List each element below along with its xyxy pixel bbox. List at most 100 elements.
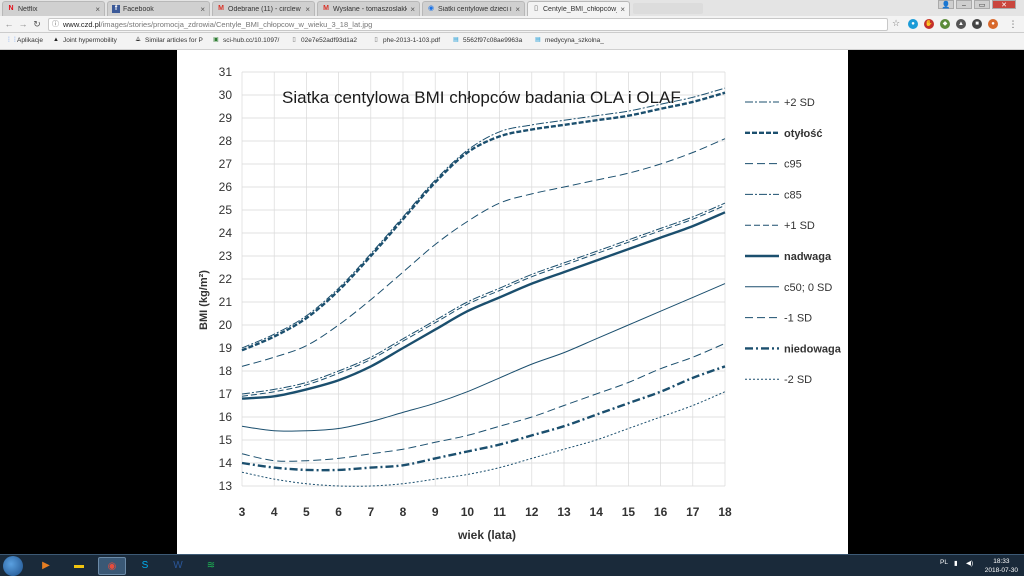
bookmark-item[interactable]: ⟁ Similar articles for P — [134, 36, 202, 44]
legend-label: c95 — [784, 159, 802, 171]
series-line — [241, 283, 726, 432]
y-tick-label: 17 — [219, 387, 233, 401]
bookmark-item[interactable]: ▯ phe-2013-1-103.pdf — [372, 36, 440, 44]
browser-tab[interactable]: N Netflix × — [2, 1, 105, 16]
y-tick-label: 18 — [219, 364, 233, 378]
bookmark-label: medycyna_szkolna_ — [545, 36, 604, 44]
bookmark-icon: ▲ — [53, 37, 59, 43]
bookmark-label: sci-hub.cc/10.1097/ — [223, 36, 280, 44]
legend-label: otyłość — [784, 128, 823, 140]
address-bar[interactable]: ⓘ www.czd.pl/images/stories/promocja_zdr… — [48, 18, 888, 31]
browser-tab[interactable]: ◉ Siatki centylowe dzieci i × — [422, 1, 525, 16]
series-line — [241, 365, 726, 472]
y-tick-label: 28 — [219, 134, 233, 148]
x-axis-ticks: 3 4 5 6 7 8 9 10 11 12 13 14 15 16 17 18 — [239, 505, 732, 519]
x-tick-label: 3 — [239, 505, 246, 519]
chrome-icon[interactable]: ◉ — [98, 557, 126, 575]
x-tick-label: 18 — [718, 505, 732, 519]
legend-label: nadwaga — [784, 251, 832, 263]
network-icon[interactable]: ▮ — [954, 560, 958, 567]
info-icon[interactable]: ⓘ — [52, 21, 59, 28]
bookmark-item[interactable]: ▤ 5562f97c08ae9963a — [452, 36, 522, 44]
y-tick-label: 23 — [219, 249, 233, 263]
y-tick-label: 25 — [219, 203, 233, 217]
spotify-icon[interactable]: ≋ — [206, 560, 216, 571]
doc-icon: ▤ — [453, 37, 459, 43]
tab-bar: N Netflix × f Facebook × M Odebrane (11) - circ… — [0, 0, 1024, 16]
extension-icon[interactable]: ● — [908, 19, 918, 29]
extension-icon[interactable]: ◆ — [940, 19, 950, 29]
bookmark-label: Joint hypermobility — [63, 36, 117, 44]
x-tick-label: 4 — [271, 505, 278, 519]
close-window-button[interactable]: ✕ — [992, 0, 1016, 9]
x-tick-label: 7 — [367, 505, 374, 519]
legend-label: niedowaga — [784, 343, 842, 355]
x-tick-label: 10 — [461, 505, 475, 519]
bookmarks-bar: ⋮⋮ Aplikacje ▲ Joint hypermobility ⟁ Similar … — [0, 33, 1024, 50]
system-clock[interactable]: 18:33 2018-07-30 — [985, 557, 1018, 575]
start-button[interactable] — [3, 556, 23, 576]
x-axis-label: wiek (lata) — [457, 528, 516, 542]
x-tick-label: 11 — [493, 505, 506, 519]
browser-tab[interactable]: M Wysłane - tomaszoslakk × — [317, 1, 420, 16]
tab-close-icon[interactable]: × — [515, 4, 520, 14]
bookmark-label: Aplikacje — [17, 36, 44, 44]
extension-icon[interactable]: ● — [988, 19, 998, 29]
bookmark-item[interactable]: ⋮⋮ Aplikacje — [6, 36, 43, 44]
x-tick-label: 14 — [590, 505, 604, 519]
volume-icon[interactable]: ◀) — [966, 560, 974, 567]
extension-icon[interactable]: ▲ — [956, 19, 966, 29]
doc-icon: ▤ — [535, 37, 541, 43]
browser-tab[interactable]: ▯ Centyle_BMI_chłopców_w × — [527, 1, 630, 16]
tab-close-icon[interactable]: × — [200, 4, 205, 14]
tab-label: Siatki centylowe dzieci i — [438, 5, 512, 13]
menu-kebab-icon[interactable]: ⋮ — [1008, 19, 1018, 29]
y-tick-label: 24 — [219, 226, 233, 240]
y-tick-label: 15 — [219, 433, 233, 447]
user-profile-button[interactable]: 👤 — [938, 0, 954, 9]
series-line — [241, 91, 726, 352]
extension-icon[interactable]: ■ — [972, 19, 982, 29]
tab-label: Centyle_BMI_chłopców_w — [543, 5, 618, 13]
reload-icon[interactable]: ↻ — [33, 19, 41, 29]
word-icon[interactable]: W — [173, 560, 183, 571]
skype-icon[interactable]: S — [141, 560, 149, 571]
legend-label: c50; 0 SD — [784, 282, 832, 294]
back-arrow-icon[interactable]: ← — [4, 19, 14, 29]
tab-close-icon[interactable]: × — [410, 4, 415, 14]
adblock-icon[interactable]: ✋ — [924, 19, 934, 29]
tab-close-icon[interactable]: × — [620, 4, 625, 14]
browser-tab[interactable]: f Facebook × — [107, 1, 210, 16]
legend-label: +1 SD — [784, 220, 815, 232]
y-tick-label: 27 — [219, 157, 233, 171]
y-axis-label: BMI (kg/m²) — [198, 270, 210, 330]
explorer-icon[interactable]: ▬ — [74, 560, 84, 571]
y-tick-label: 14 — [219, 456, 233, 470]
language-indicator[interactable]: PL — [940, 559, 948, 566]
clock-date: 2018-07-30 — [984, 567, 1018, 574]
new-tab-button[interactable] — [633, 3, 703, 14]
forward-arrow-icon[interactable]: → — [18, 19, 28, 29]
maximize-button[interactable]: ▭ — [974, 0, 990, 9]
series-line — [241, 87, 726, 349]
tab-close-icon[interactable]: × — [95, 4, 100, 14]
url-path: /images/stories/promocja_zdrowia/Centyle… — [100, 20, 373, 29]
y-tick-label: 21 — [219, 295, 233, 309]
bookmark-star-icon[interactable]: ☆ — [892, 18, 901, 28]
legend-label: c85 — [784, 189, 802, 201]
media-player-icon[interactable]: ▶ — [42, 560, 50, 571]
x-tick-label: 15 — [622, 505, 636, 519]
y-tick-label: 31 — [219, 65, 233, 79]
y-tick-label: 20 — [219, 318, 233, 332]
y-tick-label: 22 — [219, 272, 233, 286]
x-tick-label: 16 — [654, 505, 668, 519]
minimize-button[interactable]: – — [956, 0, 972, 9]
browser-tab[interactable]: M Odebrane (11) - circlew × — [212, 1, 315, 16]
bookmark-item[interactable]: ▯ 02e7e52adf93d1a2 — [290, 36, 357, 44]
bookmark-item[interactable]: ▲ Joint hypermobility — [52, 36, 117, 44]
series-line — [241, 211, 726, 400]
tab-close-icon[interactable]: × — [305, 4, 310, 14]
series-line — [241, 391, 726, 487]
bookmark-item[interactable]: ▤ medycyna_szkolna_ — [534, 36, 604, 44]
bookmark-item[interactable]: ▣ sci-hub.cc/10.1097/ — [212, 36, 279, 44]
